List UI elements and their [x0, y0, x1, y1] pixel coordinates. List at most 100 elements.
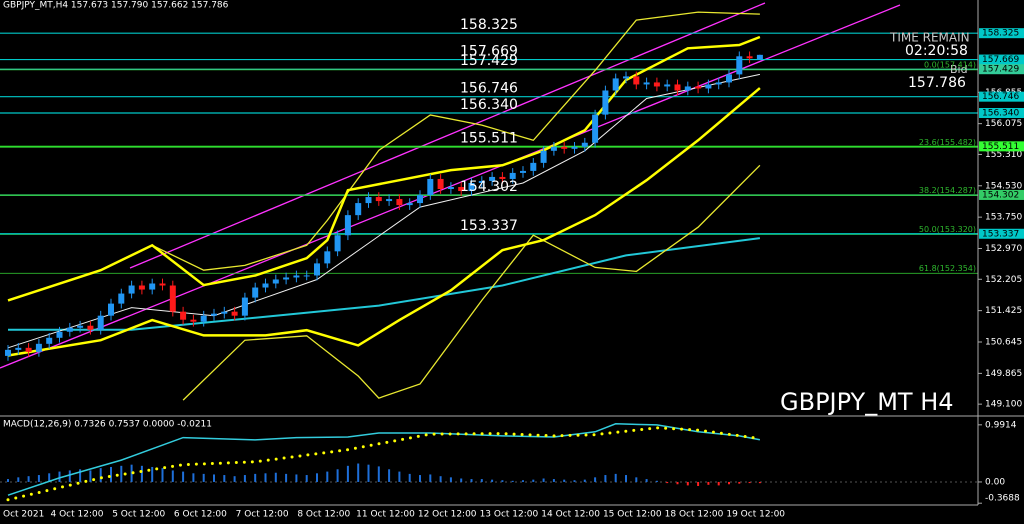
histogram-bar: [274, 472, 277, 482]
y-tick-label: 149.865: [985, 369, 1022, 379]
y-tick-label: 149.100: [985, 400, 1022, 410]
histogram-bar: [480, 479, 483, 482]
symbol-info: GBPJPY_MT,H4 157.673 157.790 157.662 157…: [3, 1, 229, 11]
y-tick-label: 151.425: [985, 306, 1022, 316]
histogram-bar: [192, 473, 195, 482]
candle-body: [571, 146, 578, 149]
histogram-bar: [645, 479, 648, 482]
candle-body: [77, 325, 84, 328]
histogram-bar: [79, 469, 82, 482]
level-label: 156.746: [460, 81, 518, 97]
candle-body: [200, 315, 207, 322]
level-tag: [979, 107, 1024, 118]
candle-body: [633, 76, 640, 85]
level-tag: [979, 228, 1024, 239]
candle-body: [674, 84, 681, 91]
candle-body: [664, 84, 671, 87]
histogram-bar: [305, 475, 308, 482]
candle-body: [87, 325, 94, 330]
candle-body: [15, 347, 22, 350]
candle-body: [221, 311, 228, 314]
histogram-bar: [377, 466, 380, 482]
histogram-bar: [58, 471, 61, 482]
candle-body: [375, 197, 382, 202]
macd-title: MACD(12,26,9) 0.7326 0.7537 0.0000 -0.02…: [3, 420, 212, 430]
histogram-bar: [408, 473, 411, 482]
histogram-bar: [666, 481, 669, 484]
candle-body: [396, 199, 403, 206]
histogram-bar: [336, 469, 339, 482]
histogram-bar: [470, 479, 473, 482]
candle-body: [386, 199, 393, 202]
candle-body: [211, 313, 217, 316]
histogram-bar: [635, 477, 638, 482]
candle-body: [324, 251, 331, 264]
x-tick-label: 7 Oct 12:00: [236, 510, 289, 520]
histogram-bar: [213, 474, 215, 482]
histogram-bar: [120, 465, 123, 482]
indicator-line: [8, 237, 761, 331]
histogram-bar: [758, 481, 761, 484]
candle-body: [684, 86, 691, 91]
histogram-bar: [686, 481, 689, 486]
histogram-bar: [604, 475, 607, 482]
candle-body: [458, 186, 465, 192]
x-tick-label: 14 Oct 12:00: [541, 510, 600, 520]
fib-label: 23.6(155.482): [919, 138, 976, 147]
y-tick-label: 153.750: [985, 213, 1022, 223]
candle-body: [530, 162, 537, 171]
histogram-bar: [68, 470, 71, 482]
histogram-bar: [7, 479, 9, 482]
x-tick-label: 11 Oct 12:00: [356, 510, 415, 520]
histogram-bar: [202, 473, 205, 482]
candle-body: [705, 84, 712, 89]
histogram-bar: [676, 481, 679, 485]
histogram-bar: [594, 477, 597, 482]
level-tag: [979, 64, 1024, 75]
candle-body: [334, 235, 341, 252]
level-label: 154.302: [460, 179, 518, 195]
macd-line: [7, 423, 761, 496]
time-remain-label: TIME REMAIN: [889, 31, 970, 45]
indicator-line: [151, 11, 760, 271]
candle-body: [468, 182, 475, 192]
signal-line: [6, 426, 762, 502]
candle-body: [344, 215, 351, 236]
candle-body: [756, 54, 763, 60]
histogram-bar: [501, 480, 504, 482]
candle-body: [97, 315, 104, 330]
histogram-bar: [748, 481, 751, 484]
candle-body: [478, 180, 485, 183]
histogram-bar: [367, 464, 370, 482]
candle-body: [417, 195, 423, 204]
y-tick-label: -0.3688: [985, 494, 1020, 504]
level-tag-label: 158.325: [982, 29, 1019, 39]
channel-line: [0, 4, 901, 369]
histogram-bar: [264, 473, 267, 482]
histogram-bar: [254, 473, 257, 482]
candle-body: [231, 311, 238, 316]
level-tag-label: 157.429: [982, 65, 1019, 75]
level-tag-label: 153.337: [982, 229, 1019, 239]
candle-body: [499, 176, 506, 179]
y-tick-label: 0.9914: [985, 420, 1017, 430]
histogram-bar: [140, 465, 143, 482]
fib-label: 38.2(154.287): [919, 186, 976, 195]
time-remain: 02:20:58: [905, 43, 968, 59]
level-tag-label: 156.340: [982, 108, 1019, 118]
level-tag-label: 157.669: [982, 55, 1019, 65]
fib-label: 0.0(157.414): [924, 60, 976, 69]
histogram-bar: [542, 478, 545, 482]
histogram-bar: [398, 471, 401, 482]
candle-body: [540, 150, 547, 163]
histogram-bar: [449, 477, 452, 482]
watermark: GBPJPY_MT H4: [780, 388, 954, 416]
x-tick-label: 15 Oct 12:00: [603, 510, 662, 520]
histogram-bar: [316, 473, 318, 482]
histogram-bar: [326, 471, 329, 482]
candle-body: [581, 142, 588, 147]
candle-body: [406, 203, 413, 206]
histogram-bar: [738, 481, 741, 484]
level-label: 157.429: [460, 53, 518, 69]
candle-body: [561, 146, 568, 149]
